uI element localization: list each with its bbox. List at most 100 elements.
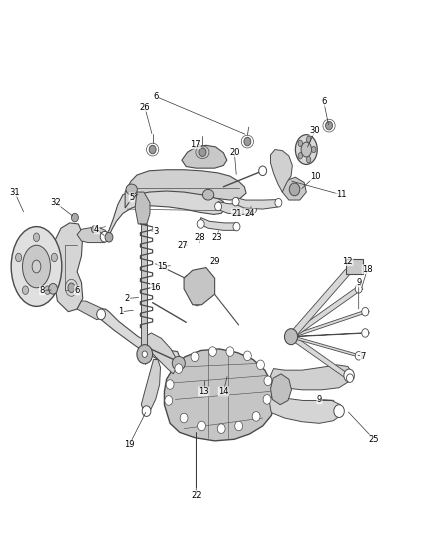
- Ellipse shape: [193, 278, 201, 289]
- Ellipse shape: [197, 220, 204, 228]
- Ellipse shape: [285, 329, 297, 345]
- Ellipse shape: [49, 284, 57, 294]
- Text: 10: 10: [310, 172, 320, 181]
- Polygon shape: [184, 268, 215, 305]
- Ellipse shape: [250, 205, 257, 213]
- Polygon shape: [141, 360, 160, 413]
- Text: 14: 14: [218, 387, 229, 396]
- Text: 31: 31: [9, 188, 20, 197]
- Ellipse shape: [362, 308, 369, 316]
- Text: 3: 3: [153, 228, 159, 237]
- Text: 1: 1: [118, 307, 124, 316]
- Polygon shape: [234, 197, 279, 209]
- Ellipse shape: [263, 394, 271, 404]
- Ellipse shape: [235, 421, 243, 431]
- Polygon shape: [217, 201, 254, 214]
- Polygon shape: [145, 333, 179, 374]
- Ellipse shape: [226, 347, 234, 357]
- Bar: [346, 259, 363, 274]
- Ellipse shape: [346, 265, 353, 273]
- Ellipse shape: [199, 148, 206, 157]
- Text: 30: 30: [310, 126, 320, 135]
- Polygon shape: [287, 337, 354, 378]
- Ellipse shape: [22, 286, 28, 294]
- Polygon shape: [77, 301, 106, 320]
- Ellipse shape: [244, 138, 251, 146]
- Text: 25: 25: [369, 435, 379, 444]
- Polygon shape: [52, 223, 83, 312]
- Polygon shape: [271, 365, 352, 390]
- Ellipse shape: [207, 285, 213, 293]
- Ellipse shape: [71, 213, 78, 222]
- Text: 6: 6: [321, 97, 326, 106]
- Ellipse shape: [344, 369, 354, 382]
- Ellipse shape: [346, 374, 353, 382]
- Ellipse shape: [184, 276, 191, 283]
- Ellipse shape: [33, 233, 39, 241]
- Ellipse shape: [16, 253, 22, 262]
- Ellipse shape: [198, 421, 205, 431]
- Text: 32: 32: [50, 198, 60, 207]
- Text: 27: 27: [178, 241, 188, 250]
- Polygon shape: [125, 169, 246, 208]
- Text: 29: 29: [209, 257, 220, 265]
- Ellipse shape: [217, 424, 225, 433]
- Ellipse shape: [180, 413, 188, 423]
- Ellipse shape: [175, 364, 183, 373]
- Text: 18: 18: [362, 265, 373, 273]
- Text: 23: 23: [212, 233, 222, 242]
- Ellipse shape: [362, 329, 369, 337]
- Polygon shape: [287, 333, 370, 337]
- Bar: [141, 224, 147, 349]
- Polygon shape: [105, 188, 226, 237]
- Ellipse shape: [289, 183, 300, 196]
- Polygon shape: [283, 177, 306, 200]
- Text: 12: 12: [343, 257, 353, 265]
- Polygon shape: [287, 312, 370, 337]
- Ellipse shape: [11, 227, 62, 306]
- Text: 24: 24: [244, 209, 255, 218]
- Polygon shape: [97, 309, 182, 365]
- Ellipse shape: [307, 157, 311, 163]
- Polygon shape: [164, 349, 275, 441]
- Ellipse shape: [252, 411, 260, 421]
- Ellipse shape: [165, 395, 173, 405]
- Ellipse shape: [194, 298, 200, 306]
- Ellipse shape: [126, 184, 138, 195]
- Ellipse shape: [45, 286, 50, 294]
- Ellipse shape: [298, 152, 303, 159]
- Ellipse shape: [202, 189, 214, 200]
- Polygon shape: [199, 217, 237, 230]
- Text: 5: 5: [129, 193, 134, 202]
- Ellipse shape: [301, 142, 311, 157]
- Ellipse shape: [233, 222, 240, 231]
- Polygon shape: [135, 192, 150, 224]
- Text: 22: 22: [191, 490, 201, 499]
- Ellipse shape: [105, 232, 113, 242]
- Ellipse shape: [334, 405, 344, 417]
- Ellipse shape: [275, 198, 282, 207]
- Text: 6: 6: [153, 92, 159, 101]
- Ellipse shape: [215, 202, 222, 211]
- Text: 17: 17: [190, 140, 200, 149]
- Text: 8: 8: [39, 286, 45, 295]
- Text: 11: 11: [336, 190, 346, 199]
- Ellipse shape: [355, 285, 362, 293]
- Text: 19: 19: [124, 440, 135, 449]
- Text: 15: 15: [157, 262, 167, 271]
- Polygon shape: [287, 289, 363, 337]
- Text: 26: 26: [139, 102, 150, 111]
- Ellipse shape: [92, 225, 98, 233]
- Ellipse shape: [22, 245, 50, 288]
- Text: 2: 2: [125, 294, 130, 303]
- Ellipse shape: [257, 360, 265, 369]
- Ellipse shape: [307, 136, 311, 143]
- Ellipse shape: [166, 379, 174, 389]
- Polygon shape: [269, 394, 342, 423]
- Polygon shape: [271, 150, 292, 192]
- Ellipse shape: [325, 122, 332, 130]
- Polygon shape: [287, 269, 354, 337]
- Text: 6: 6: [74, 286, 80, 295]
- Ellipse shape: [32, 260, 41, 273]
- Text: 7: 7: [360, 352, 366, 361]
